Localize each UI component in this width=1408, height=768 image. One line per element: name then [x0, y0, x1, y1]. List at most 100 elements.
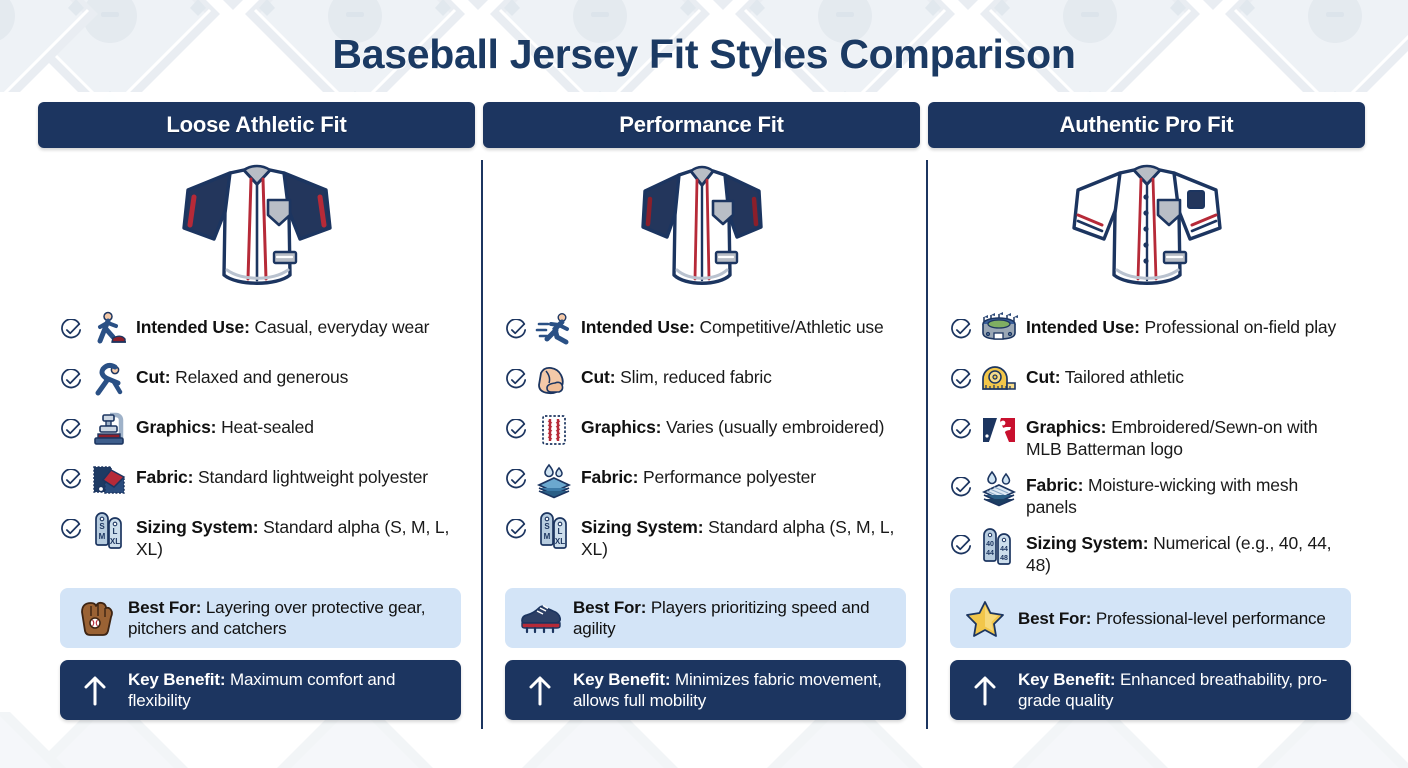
jersey-illustration-slim: [483, 152, 920, 304]
feature-value: Casual, everyday wear: [254, 317, 430, 337]
feature-text: Fabric: Moisture-wicking with mesh panel…: [1026, 468, 1351, 518]
column-performance-fit: Performance Fit: [483, 102, 920, 721]
walking-person-icon: [89, 310, 129, 350]
feature-label: Sizing System:: [1026, 533, 1149, 554]
flexed-biceps-icon: [534, 360, 574, 400]
best-for-label: Best For:: [128, 598, 202, 618]
jersey-illustration-pro: [928, 152, 1365, 304]
feature-text: Sizing System: Numerical (e.g., 40, 44, …: [1026, 526, 1351, 576]
feature-row: Graphics: Heat-sealed: [60, 410, 461, 452]
column-header-performance-fit[interactable]: Performance Fit: [483, 102, 920, 148]
best-for-value: Professional-level performance: [1095, 608, 1326, 628]
feature-text: Sizing System: Standard alpha (S, M, L, …: [136, 510, 461, 560]
feature-label: Intended Use:: [1026, 317, 1140, 337]
feature-label: Sizing System:: [581, 517, 704, 537]
feature-text: Intended Use: Casual, everyday wear: [136, 310, 429, 338]
best-for-text: Best For: Players prioritizing speed and…: [573, 597, 894, 640]
check-circle-icon: [61, 419, 82, 439]
svg-text:XL: XL: [110, 537, 120, 546]
fabric-swatch-icon: [89, 460, 129, 500]
feature-value: Heat-sealed: [221, 417, 314, 437]
feature-value: Standard lightweight polyester: [198, 467, 428, 487]
feature-text: Cut: Slim, reduced fabric: [581, 360, 772, 388]
up-arrow-icon: [72, 670, 118, 710]
svg-text:44: 44: [986, 550, 994, 557]
stretching-person-icon: [89, 360, 129, 400]
feature-row: Cut: Relaxed and generous: [60, 360, 461, 402]
feature-row: Fabric: Performance polyester: [505, 460, 906, 502]
feature-value: Professional on-field play: [1144, 317, 1337, 337]
feature-text: Cut: Relaxed and generous: [136, 360, 348, 388]
svg-text:M: M: [544, 532, 551, 541]
best-for-text: Best For: Layering over protective gear,…: [128, 597, 449, 640]
svg-text:48: 48: [1000, 555, 1008, 562]
up-arrow-icon: [517, 670, 563, 710]
page-title: Baseball Jersey Fit Styles Comparison: [332, 31, 1076, 77]
key-benefit-label: Key Benefit:: [128, 670, 226, 690]
check-circle-icon: [61, 319, 82, 339]
svg-text:40: 40: [986, 541, 994, 548]
column-header-authentic-pro-fit[interactable]: Authentic Pro Fit: [928, 102, 1365, 148]
check-circle-icon: [506, 519, 527, 539]
svg-text:XL: XL: [555, 537, 565, 546]
feature-text: Sizing System: Standard alpha (S, M, L, …: [581, 510, 906, 560]
feature-label: Cut:: [581, 367, 616, 387]
feature-label: Intended Use:: [581, 317, 695, 337]
feature-row: Intended Use: Professional on-field play: [950, 310, 1351, 352]
feature-text: Graphics: Embroidered/Sewn-on with MLB B…: [1026, 410, 1351, 460]
feature-row: Graphics: Embroidered/Sewn-on with MLB B…: [950, 410, 1351, 460]
feature-text: Graphics: Heat-sealed: [136, 410, 314, 438]
feature-list-performance: Intended Use: Competitive/Athletic use: [483, 304, 920, 584]
stadium-icon: [979, 310, 1019, 350]
moisture-mesh-layers-icon: [979, 468, 1019, 508]
check-circle-icon: [506, 469, 527, 489]
feature-label: Graphics:: [1026, 417, 1107, 437]
feature-row: S M L XL Sizing System: Standard alpha (…: [505, 510, 906, 560]
feature-value: Tailored athletic: [1064, 367, 1184, 387]
feature-value: Varies (usually embroidered): [666, 417, 885, 437]
embroidery-patch-icon: [534, 410, 574, 450]
star-icon: [962, 597, 1008, 639]
column-header-loose-athletic-fit[interactable]: Loose Athletic Fit: [38, 102, 475, 148]
baseball-glove-icon: [72, 597, 118, 639]
best-for-box-loose: Best For: Layering over protective gear,…: [60, 588, 461, 649]
cleat-shoe-icon: [517, 597, 563, 639]
feature-list-loose: Intended Use: Casual, everyday wear: [38, 304, 475, 584]
feature-row: S M L XL Sizing System: Standard alpha (…: [60, 510, 461, 560]
feature-text: Intended Use: Professional on-field play: [1026, 310, 1336, 338]
columns-container: Loose Athletic Fit: [0, 102, 1408, 730]
feature-row: Graphics: Varies (usually embroidered): [505, 410, 906, 452]
check-circle-icon: [951, 319, 972, 339]
svg-text:M: M: [99, 532, 106, 541]
feature-label: Cut:: [136, 367, 171, 387]
column-authentic-pro-fit: Authentic Pro Fit: [928, 102, 1365, 721]
key-benefit-text: Key Benefit: Minimizes fabric movement, …: [573, 669, 894, 712]
jersey-illustration-loose: [38, 152, 475, 304]
feature-row: Cut: Slim, reduced fabric: [505, 360, 906, 402]
feature-label: Fabric:: [1026, 475, 1084, 496]
svg-text:44: 44: [1000, 546, 1008, 553]
size-tags-numeric-icon: 40 44 44 48: [979, 526, 1019, 566]
best-for-box-pro: Best For: Professional-level performance: [950, 588, 1351, 649]
column-divider-1: [481, 160, 483, 730]
svg-text:L: L: [113, 527, 118, 536]
best-for-text: Best For: Professional-level performance: [1018, 608, 1326, 629]
key-benefit-box-loose: Key Benefit: Maximum comfort and flexibi…: [60, 660, 461, 721]
feature-text: Cut: Tailored athletic: [1026, 360, 1184, 388]
moisture-layers-icon: [534, 460, 574, 500]
size-tags-alpha-icon: S M L XL: [534, 510, 574, 550]
feature-row: 40 44 44 48 Sizing System: Numerical (e.…: [950, 526, 1351, 576]
up-arrow-icon: [962, 670, 1008, 710]
check-circle-icon: [951, 535, 972, 555]
feature-label: Cut:: [1026, 367, 1061, 387]
running-person-icon: [534, 310, 574, 350]
best-for-label: Best For:: [573, 598, 647, 618]
feature-list-pro: Intended Use: Professional on-field play: [928, 304, 1365, 584]
feature-text: Fabric: Standard lightweight polyester: [136, 460, 428, 488]
key-benefit-label: Key Benefit:: [1018, 670, 1116, 690]
feature-row: Fabric: Standard lightweight polyester: [60, 460, 461, 502]
key-benefit-label: Key Benefit:: [573, 670, 671, 690]
feature-label: Graphics:: [136, 417, 217, 437]
feature-value: Competitive/Athletic use: [699, 317, 884, 337]
